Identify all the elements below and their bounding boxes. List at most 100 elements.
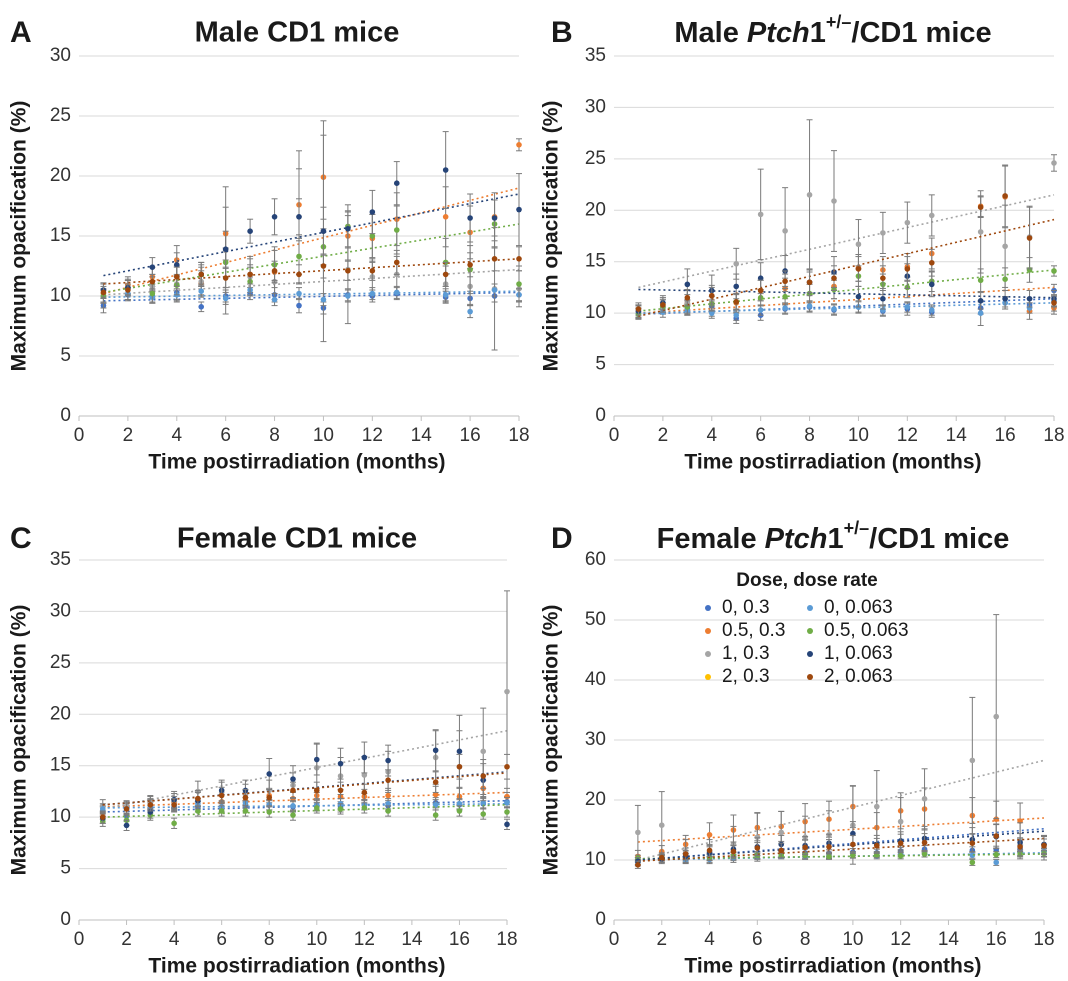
x-tick-label: 8 <box>804 425 815 446</box>
data-point <box>682 851 689 857</box>
x-tick-label: 0 <box>74 425 85 446</box>
y-tick-label: 0 <box>60 909 71 930</box>
x-tick-label: 2 <box>123 425 134 446</box>
data-point <box>897 818 904 825</box>
y-tick-label: 0 <box>595 405 606 426</box>
data-point <box>467 262 473 268</box>
y-tick-label: 0 <box>60 405 71 426</box>
trend-line <box>102 799 508 813</box>
data-point <box>432 802 439 808</box>
y-axis-title: Maximum opacification (%) <box>8 101 31 372</box>
data-point <box>198 271 205 278</box>
data-point <box>1041 842 1047 849</box>
legend-marker <box>807 628 813 634</box>
y-tick-label: 15 <box>585 251 606 272</box>
data-point <box>806 303 813 309</box>
x-tick-label: 8 <box>269 425 280 446</box>
trend-line <box>102 802 508 809</box>
data-point <box>1002 295 1008 302</box>
data-point <box>442 271 449 278</box>
series-1-0-063 <box>99 714 510 832</box>
data-point <box>222 246 229 252</box>
data-point <box>491 255 498 262</box>
data-point <box>708 310 715 316</box>
data-point <box>369 209 376 215</box>
legend-label: 0, 0.063 <box>824 597 893 618</box>
y-tick-label: 25 <box>50 105 71 126</box>
data-point <box>456 748 463 755</box>
data-point <box>778 847 785 854</box>
trend-line <box>637 837 1045 862</box>
data-point <box>337 806 344 812</box>
trend-line <box>638 288 1055 299</box>
data-point <box>730 848 737 855</box>
data-point <box>313 756 320 763</box>
x-tick-label: 16 <box>995 425 1016 446</box>
x-tick-label: 2 <box>656 929 667 950</box>
data-point <box>904 304 911 310</box>
data-point <box>385 777 391 783</box>
chart-panel-c: C Female CD1 mice 0 5 10 15 20 25 30 35 0 2 4 6 8 10 12 1… <box>8 522 518 978</box>
x-axis-title: Time postirradiation (months) <box>684 955 981 978</box>
y-tick-label: 5 <box>595 354 606 375</box>
data-point <box>369 290 376 297</box>
data-point <box>361 754 368 761</box>
x-tick-label: 16 <box>986 929 1007 950</box>
data-point <box>369 268 376 274</box>
data-point <box>1051 268 1057 274</box>
series-1-0-063 <box>100 131 522 298</box>
series-0-5-0-063 <box>634 849 1047 866</box>
data-point <box>320 296 327 303</box>
x-tick-label: 0 <box>609 425 620 446</box>
legend-label: 1, 0.063 <box>824 643 893 664</box>
data-point <box>658 854 665 861</box>
data-point <box>1051 160 1057 166</box>
chart-panel-d: D Female Ptch1+/–/CD1 mice 0 10 20 30 40 50 60 0 2… <box>540 518 1055 978</box>
panel-letter: C <box>10 522 32 555</box>
trend-line <box>103 193 520 277</box>
data-point <box>432 791 439 798</box>
series-0-5-0-3 <box>634 785 1047 863</box>
data-point <box>385 792 391 799</box>
trend-line <box>637 759 1045 861</box>
data-point <box>290 776 296 782</box>
data-point <box>491 215 498 221</box>
data-point <box>708 292 715 299</box>
x-tick-label: 4 <box>706 425 717 446</box>
data-point <box>385 808 391 814</box>
series-0-0-3 <box>634 828 1047 866</box>
data-point <box>491 287 498 293</box>
x-tick-label: 16 <box>460 425 481 446</box>
data-point <box>806 279 813 286</box>
y-tick-label: 5 <box>60 345 71 366</box>
y-tick-label: 25 <box>50 652 71 673</box>
data-point <box>1026 295 1033 302</box>
x-axis-title: Time postirradiation (months) <box>148 955 445 978</box>
y-tick-label: 30 <box>585 96 606 117</box>
data-point <box>706 847 713 854</box>
data-point <box>247 271 253 278</box>
y-tick-label: 15 <box>50 225 71 246</box>
data-point <box>171 820 177 827</box>
series-2-0-063 <box>100 246 522 299</box>
data-point <box>123 822 130 829</box>
data-point <box>1026 235 1033 241</box>
x-tick-label: 6 <box>220 425 231 446</box>
data-point <box>242 808 249 814</box>
trend-line <box>103 268 520 296</box>
data-point <box>635 829 641 836</box>
data-point <box>782 278 788 285</box>
series-0-0-3 <box>100 284 522 315</box>
data-point <box>195 795 201 802</box>
series-2-0-063 <box>635 164 1057 318</box>
data-point <box>880 295 886 302</box>
data-point <box>385 757 391 764</box>
data-point <box>778 829 785 836</box>
trend-line <box>103 187 520 295</box>
data-point <box>361 805 368 811</box>
data-point <box>337 787 344 794</box>
y-tick-label: 35 <box>585 45 606 66</box>
data-point <box>873 803 880 810</box>
series-1-0-063 <box>634 821 1047 866</box>
y-tick-label: 30 <box>50 600 71 621</box>
